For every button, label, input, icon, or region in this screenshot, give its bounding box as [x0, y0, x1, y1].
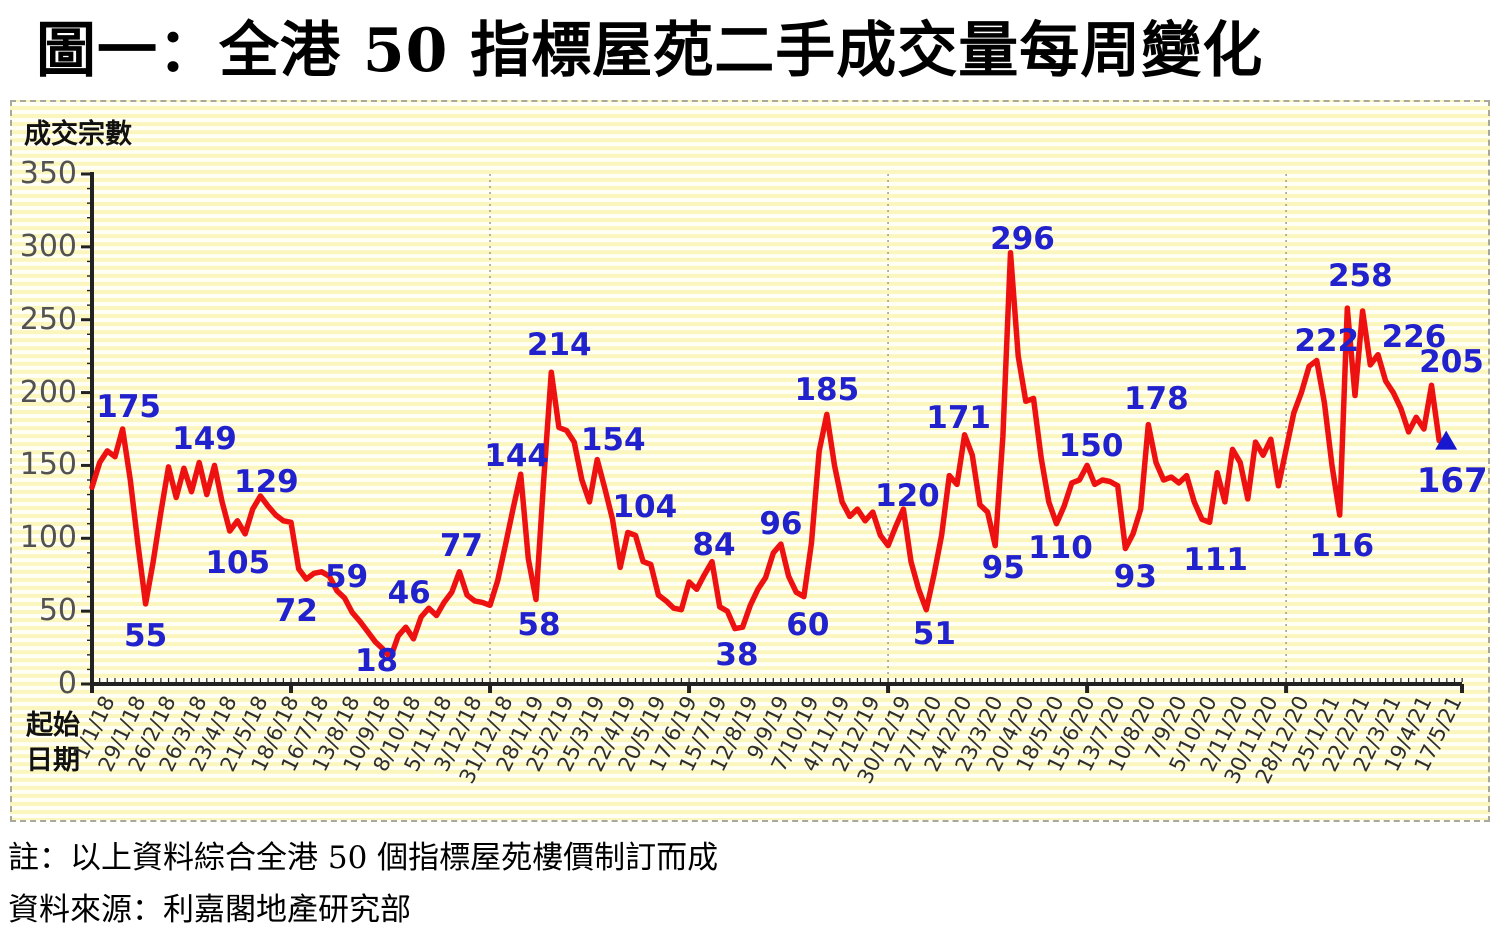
x-axis-title: 起始日期 — [26, 710, 80, 777]
data-label: 175 — [96, 389, 161, 425]
data-label: 51 — [912, 615, 956, 652]
plot-svg — [81, 172, 1464, 693]
data-label: 38 — [715, 636, 759, 673]
data-label: 95 — [981, 549, 1025, 586]
data-label: 84 — [692, 526, 736, 563]
data-label: 116 — [1309, 527, 1375, 564]
data-label: 111 — [1183, 542, 1248, 579]
data-label: 96 — [759, 506, 803, 543]
data-label: 222 — [1294, 322, 1360, 359]
data-label: 258 — [1327, 258, 1393, 295]
data-label: 226 — [1381, 318, 1447, 355]
data-label: 129 — [234, 464, 299, 501]
data-label: 58 — [517, 607, 561, 644]
data-label: 178 — [1123, 380, 1189, 417]
y-tick-label: 350 — [19, 156, 77, 191]
y-tick-label: 100 — [19, 520, 77, 556]
data-label: 110 — [1028, 529, 1093, 566]
data-label: 144 — [484, 438, 549, 475]
data-label: 214 — [526, 327, 592, 364]
data-label: 149 — [172, 420, 237, 457]
data-label: 104 — [612, 489, 678, 526]
end-marker-triangle — [1435, 430, 1458, 450]
data-label: 154 — [580, 421, 646, 458]
data-label: 59 — [325, 559, 369, 596]
note-line-1: 註：以上資料綜合全港 50 個指標屋苑樓價制訂而成 — [8, 840, 719, 876]
y-tick-label: 250 — [19, 301, 77, 337]
data-label: 185 — [794, 372, 860, 409]
series-line — [89, 249, 1442, 661]
data-label: 46 — [387, 574, 431, 611]
data-label: 167 — [1416, 460, 1488, 501]
data-label: 205 — [1419, 344, 1484, 381]
y-tick-label: 50 — [38, 593, 77, 629]
data-label: 171 — [926, 399, 991, 436]
y-tick-label: 300 — [19, 228, 77, 264]
data-label: 18 — [354, 642, 399, 679]
y-tick-label: 150 — [19, 447, 77, 483]
data-label: 150 — [1058, 428, 1124, 465]
y-tick-label: 200 — [19, 374, 77, 410]
data-label: 93 — [1113, 559, 1157, 596]
y-tick-label: 0 — [57, 666, 77, 701]
page-title: 圖一：全港 50 指標屋苑二手成交量每周變化 — [36, 16, 1264, 86]
chart-panel: 成交宗數 起始日期 0 50 100 150 200 250 300 350 1/1/18 29/… — [10, 100, 1490, 822]
data-label: 60 — [786, 606, 830, 643]
data-label: 105 — [205, 545, 271, 581]
data-label: 72 — [274, 593, 318, 630]
data-label: 296 — [990, 220, 1055, 257]
data-label: 77 — [439, 527, 483, 564]
note-line-2: 資料來源：利嘉閣地產研究部 — [8, 892, 411, 928]
y-axis-title: 成交宗數 — [24, 119, 132, 150]
data-label: 120 — [875, 478, 940, 515]
data-label: 55 — [124, 617, 168, 654]
